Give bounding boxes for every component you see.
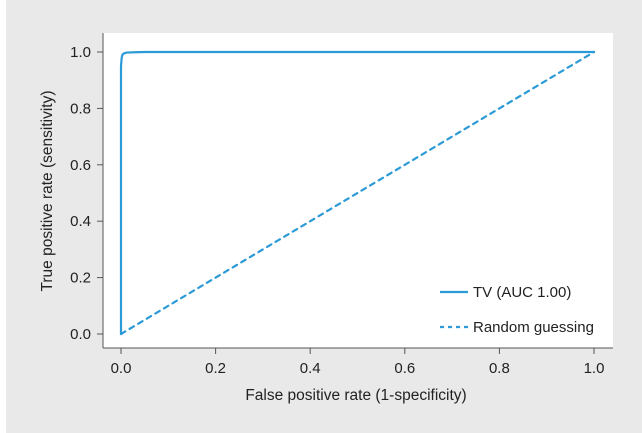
- x-tick-label: 0.4: [300, 360, 321, 377]
- y-tick-label: 1.0: [70, 44, 91, 61]
- legend-label-random: Random guessing: [473, 319, 594, 336]
- legend: TV (AUC 1.00) Random guessing: [440, 284, 594, 336]
- roc-curve-tv: [119, 50, 596, 336]
- y-tick-label: 0.2: [70, 270, 91, 287]
- series-layer: [119, 50, 596, 336]
- x-axis-title: False positive rate (1-specificity): [245, 387, 466, 404]
- y-tick-label: 0.4: [70, 213, 91, 230]
- y-tick-label: 0.8: [70, 100, 91, 117]
- x-tick-label: 0.8: [489, 360, 510, 377]
- x-tick-label: 0.0: [111, 360, 132, 377]
- x-tick-label: 1.0: [584, 360, 605, 377]
- x-tick-label: 0.2: [205, 360, 226, 377]
- axes: [102, 33, 613, 349]
- y-axis-title: True positive rate (sensitivity): [39, 91, 56, 292]
- legend-label-tv: TV (AUC 1.00): [473, 284, 571, 301]
- y-axis-ticks: 0.0 0.2 0.4 0.6 0.8 1.0: [70, 44, 103, 343]
- random-guessing-line: [119, 50, 596, 336]
- x-axis-ticks: 0.0 0.2 0.4 0.6 0.8 1.0: [111, 348, 605, 377]
- y-tick-label: 0.0: [70, 326, 91, 343]
- plot-area: [103, 33, 613, 348]
- x-tick-label: 0.6: [394, 360, 415, 377]
- y-tick-label: 0.6: [70, 157, 91, 174]
